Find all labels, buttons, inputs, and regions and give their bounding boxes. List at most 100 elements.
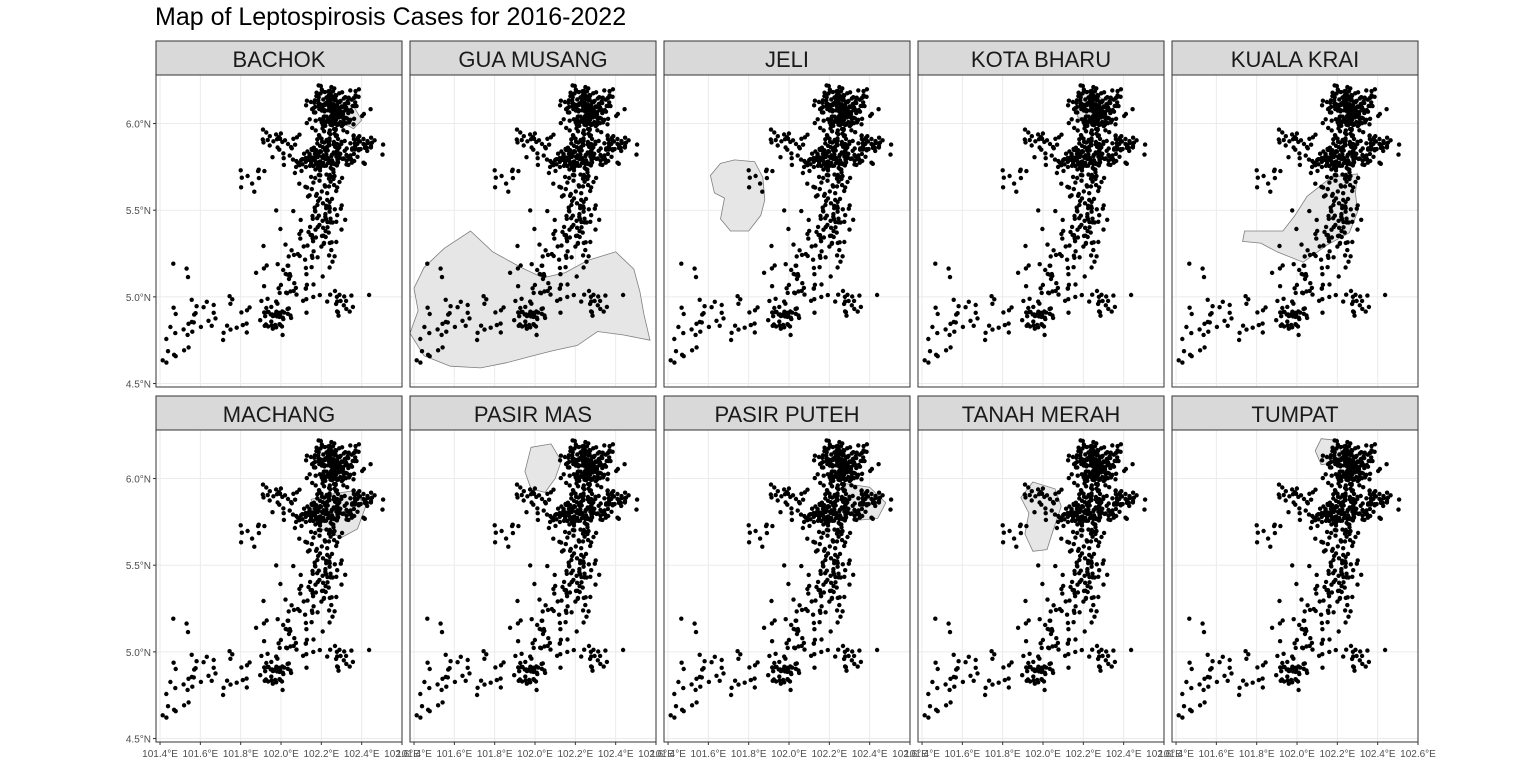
- case-point: [777, 323, 782, 328]
- case-point: [311, 637, 316, 642]
- case-point: [616, 161, 621, 166]
- case-point: [165, 704, 171, 709]
- case-point: [1201, 274, 1207, 280]
- case-point: [1319, 286, 1325, 291]
- case-point: [769, 243, 774, 249]
- case-point: [285, 496, 291, 502]
- case-point: [318, 528, 323, 533]
- case-point: [323, 228, 328, 234]
- case-point: [582, 487, 587, 492]
- case-point: [427, 311, 432, 317]
- case-point: [1291, 262, 1296, 267]
- case-point: [341, 303, 346, 308]
- case-point: [1301, 272, 1307, 277]
- case-point: [1354, 206, 1360, 211]
- case-point: [342, 649, 347, 654]
- case-point: [857, 293, 862, 298]
- case-point: [595, 303, 600, 308]
- case-point: [582, 216, 587, 221]
- case-point: [547, 519, 553, 525]
- case-point: [1360, 146, 1365, 151]
- case-point: [351, 151, 357, 157]
- case-point: [605, 488, 610, 494]
- case-point: [523, 323, 528, 328]
- case-point: [1225, 323, 1230, 328]
- case-point: [333, 301, 339, 307]
- case-point: [1101, 141, 1106, 147]
- case-point: [586, 254, 591, 259]
- case-point: [1341, 191, 1346, 196]
- case-point: [843, 136, 849, 142]
- case-point: [571, 292, 576, 298]
- case-point: [888, 142, 894, 147]
- case-point: [1302, 254, 1307, 259]
- case-point: [1111, 109, 1117, 114]
- case-point: [322, 495, 327, 500]
- case-point: [717, 323, 722, 328]
- case-point: [317, 489, 322, 494]
- case-point: [515, 495, 520, 500]
- case-point: [812, 272, 817, 277]
- case-point: [535, 671, 540, 677]
- case-point: [578, 527, 583, 532]
- case-point: [439, 332, 444, 338]
- case-point: [589, 185, 594, 190]
- case-point: [1060, 236, 1065, 241]
- case-point: [315, 202, 320, 208]
- facet-strip: [155, 40, 403, 76]
- case-point: [277, 136, 283, 141]
- case-point: [313, 128, 318, 133]
- case-point: [1329, 155, 1334, 161]
- case-point: [1275, 298, 1280, 304]
- case-point: [567, 175, 572, 181]
- case-point: [557, 458, 563, 463]
- case-point: [585, 531, 590, 537]
- case-point: [836, 132, 841, 137]
- case-point: [1244, 301, 1249, 306]
- case-point: [565, 649, 570, 655]
- case-point: [276, 667, 281, 672]
- case-point: [1018, 175, 1024, 181]
- x-tick-label: 101.4°E: [142, 749, 178, 760]
- case-point: [498, 308, 504, 313]
- case-point: [1111, 160, 1117, 165]
- case-point: [308, 232, 313, 238]
- case-point: [746, 185, 752, 190]
- case-point: [1118, 87, 1124, 92]
- case-point: [1359, 115, 1364, 121]
- case-point: [592, 98, 597, 104]
- case-point: [1021, 298, 1026, 304]
- case-point: [204, 299, 209, 304]
- case-point: [1101, 227, 1106, 232]
- case-point: [1082, 126, 1087, 131]
- case-point: [281, 151, 286, 156]
- case-point: [1091, 158, 1097, 163]
- case-point: [349, 293, 354, 298]
- case-point: [799, 208, 804, 214]
- case-point: [634, 152, 639, 157]
- case-point: [1112, 304, 1118, 310]
- case-point: [573, 233, 579, 239]
- case-point: [577, 518, 583, 523]
- case-point: [802, 135, 808, 140]
- case-point: [329, 551, 335, 557]
- case-point: [1364, 88, 1369, 93]
- case-point: [616, 516, 621, 521]
- case-point: [1097, 144, 1102, 149]
- case-points: [668, 83, 894, 365]
- case-point: [1255, 175, 1261, 180]
- case-point: [553, 168, 558, 174]
- case-point: [492, 523, 497, 528]
- case-point: [1367, 151, 1373, 157]
- case-point: [304, 282, 310, 287]
- case-point: [565, 282, 570, 287]
- case-point: [1006, 308, 1012, 313]
- case-points: [160, 438, 386, 720]
- case-point: [1378, 161, 1384, 166]
- case-point: [829, 153, 834, 158]
- case-point: [1070, 174, 1076, 180]
- case-point: [349, 648, 354, 653]
- case-point: [531, 136, 537, 141]
- case-point: [557, 519, 563, 525]
- case-point: [833, 225, 838, 230]
